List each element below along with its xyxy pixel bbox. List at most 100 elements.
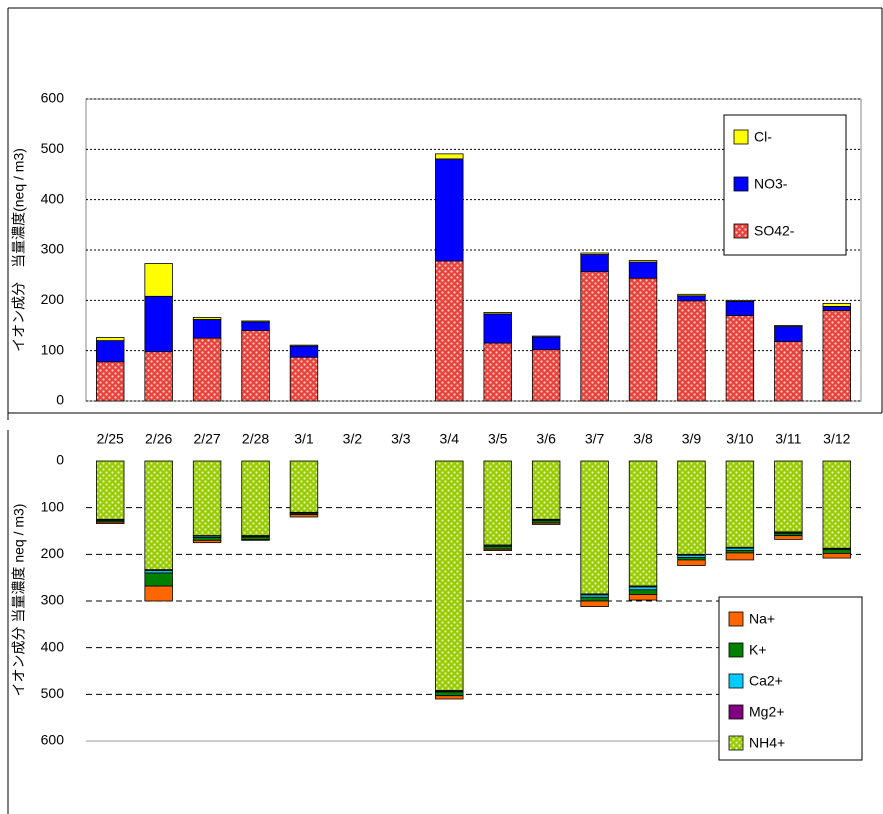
bar-segment — [822, 549, 851, 554]
bar-segment — [580, 252, 609, 255]
legend-swatch — [733, 176, 749, 192]
bar-segment — [192, 319, 222, 339]
bar-segment — [289, 460, 319, 513]
x-tick-label: 3/5 — [488, 431, 508, 447]
bar-segment — [628, 277, 658, 402]
x-tick-label: 2/25 — [97, 431, 124, 447]
bar-segment — [435, 460, 464, 692]
bar-segment — [96, 521, 125, 524]
bar-segment — [289, 345, 319, 358]
legend-label: NO3- — [754, 176, 788, 192]
bar-segment — [580, 596, 609, 602]
x-tick-label: 3/6 — [536, 431, 556, 447]
bar-segment — [192, 460, 222, 537]
y-tick-label: 500 — [41, 140, 65, 156]
legend-label: NH4+ — [749, 735, 785, 751]
x-tick-label: 2/27 — [193, 431, 220, 447]
x-tick-label: 3/3 — [391, 431, 411, 447]
legend-swatch — [728, 611, 744, 627]
legend-swatch — [733, 129, 749, 145]
bar-segment — [192, 539, 222, 544]
y-tick-label: 600 — [41, 732, 65, 748]
bar-segment — [241, 330, 270, 402]
bar-segment — [580, 254, 609, 273]
legend-swatch — [728, 735, 744, 751]
bar-segment — [435, 691, 464, 697]
x-tick-label: 3/4 — [440, 431, 460, 447]
y-tick-label: 300 — [41, 592, 65, 608]
y-tick-label: 100 — [41, 341, 65, 357]
legend-label: Ca2+ — [749, 673, 783, 689]
bar-segment — [531, 460, 561, 520]
bar-segment — [289, 356, 319, 402]
bar-segment — [725, 315, 755, 402]
legend-label: Cl- — [754, 129, 772, 145]
bar-segment — [435, 260, 464, 402]
bar-segment — [144, 585, 173, 602]
bar-segment — [628, 586, 658, 591]
y-axis-title: イオン成分 当量濃度(neq / m3) — [11, 148, 27, 352]
x-tick-label: 3/2 — [343, 431, 363, 447]
bar-segment — [435, 158, 464, 262]
y-axis-title: イオン成分 当量濃度 neq / m3) — [11, 504, 27, 697]
bar-segment — [677, 559, 706, 566]
y-tick-label: 100 — [41, 498, 65, 514]
legend-label: K+ — [749, 642, 767, 658]
bar-segment — [677, 300, 706, 402]
bar-segment — [774, 535, 803, 540]
bar-segment — [144, 295, 173, 353]
bar-segment — [531, 522, 561, 525]
bar-segment — [580, 271, 609, 402]
bar-segment — [774, 460, 803, 533]
bar-segment — [531, 349, 561, 402]
bar-segment — [96, 340, 125, 363]
bar-segment — [96, 460, 125, 520]
legend-swatch — [728, 673, 744, 689]
y-tick-label: 200 — [41, 291, 65, 307]
legend-label: Mg2+ — [749, 704, 784, 720]
bar-segment — [677, 295, 706, 302]
bar-segment — [483, 548, 512, 552]
bar-segment — [192, 337, 222, 402]
x-tick-label: 3/9 — [682, 431, 702, 447]
bar-segment — [144, 572, 173, 587]
bar-segment — [677, 460, 706, 555]
bar-segment — [580, 460, 609, 595]
bar-segment — [241, 320, 270, 323]
bar-segment — [725, 299, 755, 302]
bar-segment — [483, 342, 512, 402]
bar-segment — [822, 460, 851, 549]
x-tick-label: 2/28 — [242, 431, 269, 447]
bar-segment — [725, 460, 755, 548]
bar-segment — [531, 335, 561, 338]
bar-segment — [483, 312, 512, 315]
bar-segment — [822, 553, 851, 559]
legend-label: Na+ — [749, 611, 775, 627]
y-tick-label: 400 — [41, 190, 65, 206]
bar-segment — [483, 460, 512, 546]
bar-segment — [822, 305, 851, 311]
bar-segment — [241, 539, 270, 541]
y-tick-label: 200 — [41, 545, 65, 561]
y-tick-label: 300 — [41, 241, 65, 257]
bar-segment — [435, 695, 464, 700]
bar-segment — [144, 263, 173, 297]
bar-segment — [628, 260, 658, 263]
bar-segment — [822, 302, 851, 307]
bar-segment — [96, 361, 125, 402]
bar-segment — [435, 153, 464, 160]
legend-swatch — [733, 223, 749, 239]
bar-segment — [483, 546, 512, 550]
bar-segment — [774, 341, 803, 402]
legend-label: SO42- — [754, 223, 795, 239]
bar-segment — [774, 326, 803, 343]
bar-segment — [628, 460, 658, 587]
legend-swatch — [728, 642, 744, 658]
bar-segment — [483, 313, 512, 344]
bar-segment — [725, 552, 755, 561]
bar-segment — [822, 309, 851, 402]
bar-segment — [725, 300, 755, 316]
x-tick-label: 2/26 — [145, 431, 172, 447]
bar-segment — [96, 337, 125, 341]
x-tick-label: 3/10 — [726, 431, 753, 447]
